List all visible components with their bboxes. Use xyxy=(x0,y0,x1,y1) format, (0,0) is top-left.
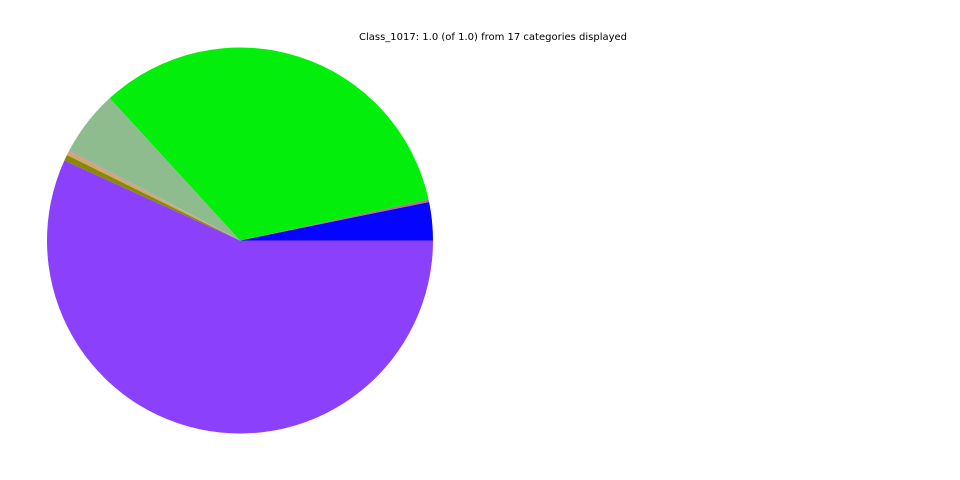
pie-slice-rose xyxy=(240,199,430,241)
pie-slice-tan xyxy=(66,150,240,241)
pie-slice-green xyxy=(109,47,429,241)
pie-slice-olive xyxy=(64,155,240,241)
pie-slice-violet xyxy=(46,160,433,434)
chart-title: Class_1017: 1.0 (of 1.0) from 17 categor… xyxy=(358,32,628,43)
pie-slice-sage-green xyxy=(69,98,240,241)
pie-slice-blue xyxy=(240,201,433,241)
pie-slice-gray xyxy=(69,149,241,241)
